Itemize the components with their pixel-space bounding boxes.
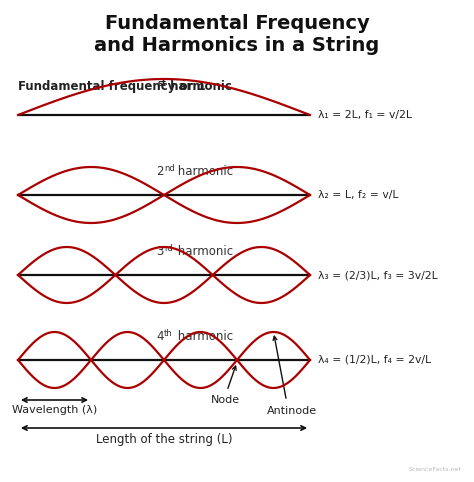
Text: Node: Node bbox=[210, 395, 239, 405]
Text: Fundamental frequency or 1: Fundamental frequency or 1 bbox=[18, 80, 206, 93]
Text: λ₃ = (2/3)L, f₃ = 3v/2L: λ₃ = (2/3)L, f₃ = 3v/2L bbox=[318, 270, 438, 280]
Text: 4: 4 bbox=[156, 330, 164, 343]
Text: harmonic: harmonic bbox=[174, 330, 233, 343]
Text: Length of the string (L): Length of the string (L) bbox=[96, 433, 232, 446]
Text: harmonic: harmonic bbox=[174, 165, 233, 178]
Text: th: th bbox=[164, 329, 173, 338]
Text: 3: 3 bbox=[156, 245, 164, 258]
Text: 2: 2 bbox=[156, 165, 164, 178]
Text: Wavelength (λ): Wavelength (λ) bbox=[12, 405, 97, 415]
Text: λ₁ = 2L, f₁ = v/2L: λ₁ = 2L, f₁ = v/2L bbox=[318, 110, 412, 120]
Text: Fundamental Frequency: Fundamental Frequency bbox=[105, 14, 369, 33]
Text: and Harmonics in a String: and Harmonics in a String bbox=[94, 36, 380, 55]
Text: rd: rd bbox=[164, 244, 173, 253]
Text: st: st bbox=[158, 79, 167, 88]
Text: harmonic: harmonic bbox=[174, 245, 233, 258]
Text: nd: nd bbox=[164, 164, 175, 173]
Text: ScienceFacts.net: ScienceFacts.net bbox=[409, 467, 462, 472]
Text: λ₂ = L, f₂ = v/L: λ₂ = L, f₂ = v/L bbox=[318, 190, 399, 200]
Text: Antinode: Antinode bbox=[266, 406, 317, 416]
Text: harmonic: harmonic bbox=[166, 80, 232, 93]
Text: λ₄ = (1/2)L, f₄ = 2v/L: λ₄ = (1/2)L, f₄ = 2v/L bbox=[318, 355, 431, 365]
